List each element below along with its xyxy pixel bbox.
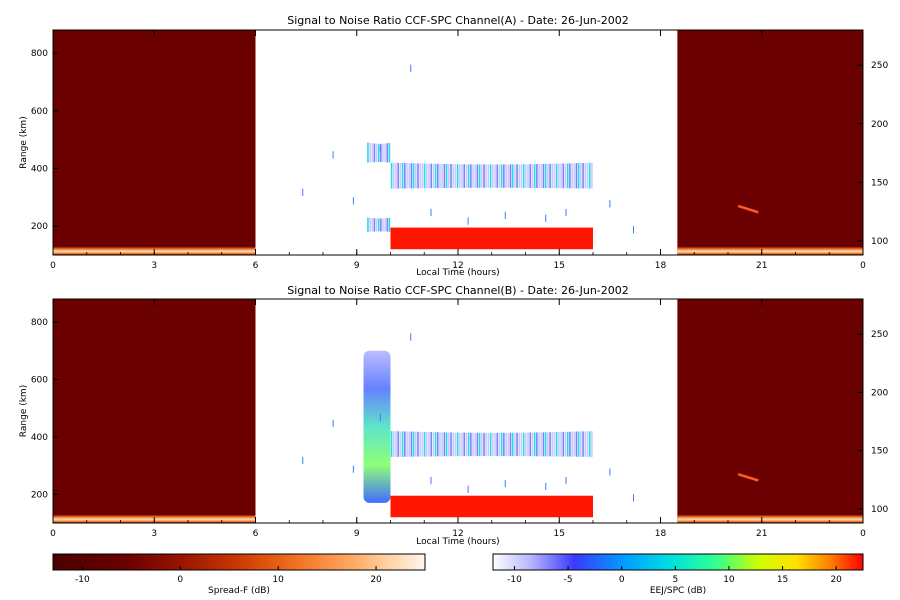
y-tick-label: 800	[31, 318, 48, 328]
y-tick-label: 600	[31, 375, 48, 385]
colorbar-tick-label: -10	[75, 575, 90, 585]
chart-panel-b: Signal to Noise Ratio CCF-SPC Channel(B)…	[19, 284, 888, 547]
spread-f-block	[677, 299, 863, 523]
x-tick-label: 6	[253, 261, 259, 271]
x-tick-label: 3	[151, 261, 157, 271]
x-axis-label: Local Time (hours)	[416, 537, 499, 547]
x-tick-label: 18	[655, 261, 667, 271]
y-tick-label: 400	[31, 164, 48, 174]
x-tick-label: 6	[253, 529, 259, 539]
colorbar-gradient	[492, 553, 864, 571]
y-tick-label: 400	[31, 433, 48, 443]
y-axis-label: Range (km)	[19, 385, 29, 437]
colorbar-tick-label: 10	[723, 575, 735, 585]
x-tick-label: 9	[354, 261, 360, 271]
echo-feature	[390, 495, 593, 518]
x-tick-label: 0	[50, 529, 56, 539]
spread-f-floor-echo	[677, 246, 863, 255]
x-tick-label: 3	[151, 529, 157, 539]
x-tick-label: 21	[756, 529, 767, 539]
echo-feature	[363, 350, 391, 503]
colorbar-tick-label: 10	[272, 575, 284, 585]
spread-f-echo-streak	[737, 472, 759, 482]
spread-f-block	[53, 30, 256, 255]
eej-colorbar: -10 -5 0 5 10 15 20 EEJ/SPC (dB)	[492, 553, 864, 596]
chart-title: Signal to Noise Ratio CCF-SPC Channel(B)…	[287, 284, 629, 297]
echo-feature	[390, 227, 593, 250]
spread-f-colorbar: -10 0 10 20 Spread-F (dB)	[52, 553, 426, 596]
x-tick-label: 0	[50, 261, 56, 271]
colorbar-tick-label: 20	[830, 575, 842, 585]
y-right-tick-label: 200	[871, 388, 888, 398]
y-right-tick-label: 250	[871, 330, 888, 340]
y-axis-label: Range (km)	[19, 116, 29, 168]
spread-f-block	[677, 30, 863, 255]
y-tick-label: 200	[31, 490, 48, 500]
colorbar-tick-label: 0	[619, 575, 625, 585]
x-tick-label: 0	[860, 261, 866, 271]
y-tick-label: 600	[31, 107, 48, 117]
y-right-tick-label: 150	[871, 447, 888, 457]
colorbar-tick-label: 5	[672, 575, 678, 585]
x-tick-label: 9	[354, 529, 360, 539]
x-tick-label: 12	[452, 529, 463, 539]
y-right-tick-label: 250	[871, 61, 888, 71]
x-tick-label: 15	[554, 529, 565, 539]
x-tick-label: 15	[554, 261, 565, 271]
x-tick-label: 0	[860, 529, 866, 539]
y-tick-label: 800	[31, 49, 48, 59]
spread-f-floor-echo	[677, 514, 863, 523]
chart-panel-a: Signal to Noise Ratio CCF-SPC Channel(A)…	[19, 14, 888, 278]
x-axis-label: Local Time (hours)	[416, 268, 499, 278]
chart-title: Signal to Noise Ratio CCF-SPC Channel(A)…	[287, 14, 628, 27]
colorbar-tick-label: 20	[370, 575, 382, 585]
colorbar-tick-label: 0	[177, 575, 183, 585]
colorbar-tick-label: -5	[564, 575, 573, 585]
x-tick-label: 12	[452, 261, 463, 271]
colorbar-tick-label: -10	[507, 575, 522, 585]
x-tick-label: 18	[655, 529, 667, 539]
x-tick-label: 21	[756, 261, 767, 271]
colorbar-label: Spread-F (dB)	[208, 586, 270, 596]
colorbar-gradient	[52, 553, 426, 571]
y-right-tick-label: 150	[871, 178, 888, 188]
colorbar-label: EEJ/SPC (dB)	[650, 586, 706, 596]
y-tick-label: 200	[31, 222, 48, 232]
colorbar-tick-label: 15	[777, 575, 788, 585]
y-right-tick-label: 100	[871, 237, 888, 247]
spread-f-block	[53, 299, 256, 523]
y-right-tick-label: 100	[871, 505, 888, 515]
spread-f-echo-streak	[737, 204, 759, 214]
y-right-tick-label: 200	[871, 120, 888, 130]
